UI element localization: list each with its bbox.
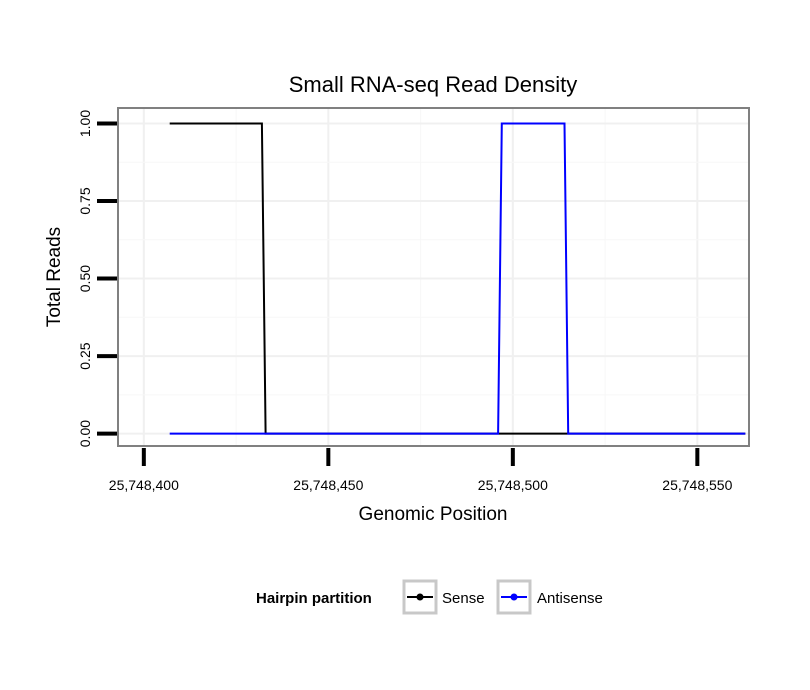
y-tick-label: 0.25 xyxy=(77,342,93,369)
y-tick-label: 1.00 xyxy=(77,110,93,137)
x-tick-label: 25,748,400 xyxy=(109,477,179,493)
chart-title: Small RNA-seq Read Density xyxy=(289,72,578,97)
y-tick-label: 0.75 xyxy=(77,187,93,214)
legend-item-sense: Sense xyxy=(402,579,485,615)
legend-key-point xyxy=(510,593,518,601)
legend-item-antisense: Antisense xyxy=(496,579,603,615)
y-axis-title: Total Reads xyxy=(44,227,65,327)
legend-title: Hairpin partition xyxy=(256,590,372,607)
series-line-antisense xyxy=(169,122,746,435)
x-tick-label: 25,748,550 xyxy=(662,477,732,493)
plot-border xyxy=(117,107,750,447)
legend-label: Sense xyxy=(442,590,485,607)
series-line-sense xyxy=(169,122,746,435)
plot-panel xyxy=(118,108,749,446)
series-group xyxy=(169,122,746,435)
x-tick-label: 25,748,450 xyxy=(293,477,363,493)
legend-items: Sense Antisense xyxy=(402,579,603,615)
legend-label: Antisense xyxy=(537,590,603,607)
y-tick-label: 0.50 xyxy=(77,265,93,292)
legend: Hairpin partition Sense Antisense xyxy=(256,579,603,615)
legend-key-point xyxy=(416,593,424,601)
x-tick-label: 25,748,500 xyxy=(478,477,548,493)
y-axis: 0.00 0.25 0.50 0.75 1.00 xyxy=(77,110,117,447)
x-axis: 25,748,400 25,748,450 25,748,500 25,748,550 xyxy=(109,448,733,493)
x-axis-title: Genomic Position xyxy=(359,504,508,525)
y-tick-label: 0.00 xyxy=(77,420,93,447)
